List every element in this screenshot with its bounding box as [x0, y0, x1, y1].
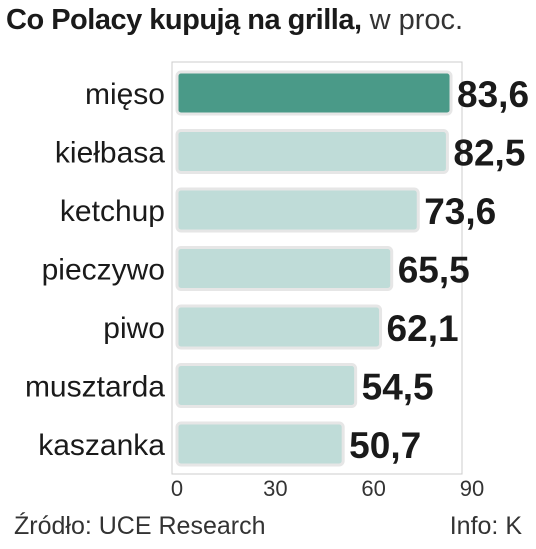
bar — [175, 304, 383, 350]
bar — [175, 187, 420, 233]
credit-note: Info: K — [449, 512, 522, 540]
x-tick-label: 60 — [361, 476, 385, 501]
value-label: 54,5 — [362, 367, 434, 408]
subtitle-text: w proc. — [369, 4, 464, 36]
category-label: musztarda — [25, 371, 165, 404]
category-label: kaszanka — [38, 429, 165, 462]
chart-title: Co Polacy kupują na grilla, w proc. — [6, 2, 463, 38]
value-label: 73,6 — [424, 191, 496, 232]
title-text: Co Polacy kupują na grilla, — [6, 4, 362, 36]
category-label: mięso — [85, 78, 165, 111]
bar — [175, 246, 394, 291]
category-label: piwo — [103, 312, 165, 345]
source-note: Źródło: UCE Research — [14, 512, 266, 540]
x-tick-label: 30 — [263, 476, 287, 501]
category-label: ketchup — [60, 195, 165, 228]
value-label: 50,7 — [349, 425, 421, 466]
bar — [175, 129, 449, 174]
category-label: pieczywo — [42, 254, 165, 287]
bar — [175, 363, 358, 408]
x-tick-label: 0 — [171, 476, 183, 501]
category-label: kiełbasa — [55, 137, 165, 170]
bar — [175, 70, 453, 116]
value-label: 62,1 — [387, 308, 459, 349]
x-tick-label: 90 — [460, 476, 484, 501]
bar — [175, 421, 345, 467]
value-label: 83,6 — [457, 74, 529, 115]
value-label: 65,5 — [398, 250, 470, 291]
value-label: 82,5 — [453, 133, 525, 174]
